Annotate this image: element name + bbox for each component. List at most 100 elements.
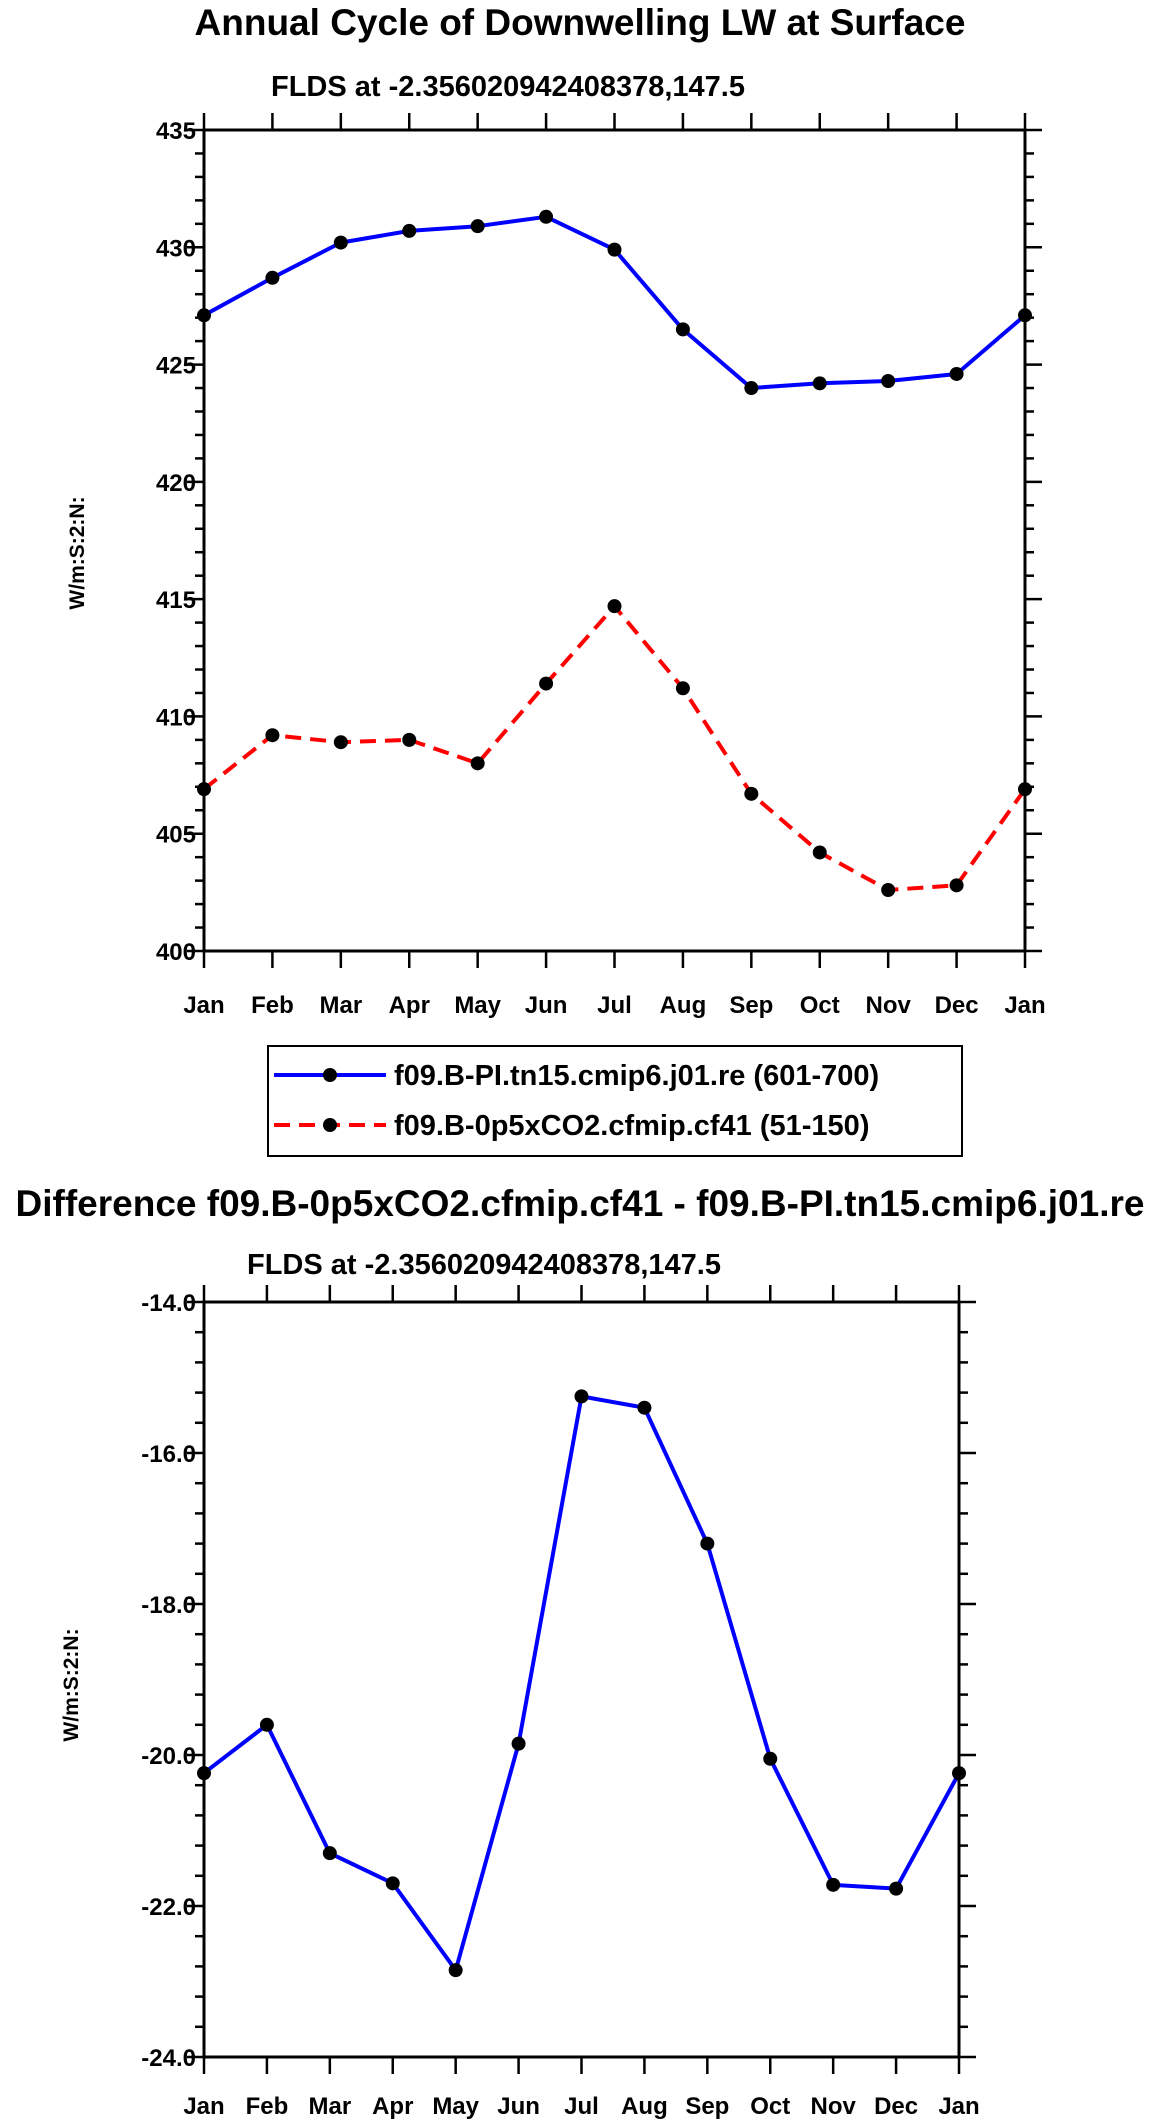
chart2-subtitle: FLDS at -2.356020942408378,147.5 bbox=[247, 1249, 721, 1281]
chart2-x-tick-labels: Jan Feb Mar Apr May Jun Jul Aug Sep Oct Nov Dec Jan bbox=[183, 2093, 979, 2120]
series-1-point bbox=[448, 1963, 463, 1978]
series-1-point bbox=[385, 1876, 400, 1891]
series-line-2 bbox=[202, 604, 1027, 892]
chart1-y-tick-labels: 400 405 410 415 420 425 430 435 bbox=[156, 118, 196, 966]
x-tick-label: Jan bbox=[183, 992, 224, 1019]
legend-marker-series-1 bbox=[323, 1068, 337, 1082]
x-tick-label: Jul bbox=[597, 992, 632, 1019]
series-2-point bbox=[1018, 782, 1032, 797]
series-2-point bbox=[607, 599, 622, 614]
x-tick-label: Jul bbox=[564, 2093, 599, 2120]
x-tick-label: Feb bbox=[246, 2093, 289, 2120]
series-1-point bbox=[637, 1400, 652, 1415]
x-tick-label: Nov bbox=[865, 992, 911, 1019]
y-tick-label: 415 bbox=[156, 587, 196, 614]
x-tick-label: Jan bbox=[183, 2093, 224, 2120]
y-tick-label: -18.0 bbox=[141, 1592, 196, 1619]
series-2-point bbox=[744, 786, 759, 801]
x-tick-label: Apr bbox=[389, 992, 430, 1019]
series-1-point bbox=[259, 1717, 274, 1732]
y-tick-label: 400 bbox=[156, 939, 196, 966]
x-tick-label: Mar bbox=[308, 2093, 351, 2120]
x-tick-label: Oct bbox=[800, 992, 840, 1019]
x-tick-label: Aug bbox=[621, 2093, 668, 2120]
chart2-y-axis-label: W/m:S:2:N: bbox=[60, 1628, 83, 1741]
series-1-point bbox=[197, 308, 211, 323]
series-1-point bbox=[607, 242, 622, 257]
y-tick-label: 435 bbox=[156, 118, 196, 145]
x-tick-label: Aug bbox=[660, 992, 707, 1019]
series-2-point bbox=[675, 681, 690, 696]
x-tick-label: May bbox=[454, 992, 501, 1019]
y-tick-label: 405 bbox=[156, 822, 196, 849]
x-tick-label: Jan bbox=[938, 2093, 979, 2120]
legend-marker-series-2 bbox=[323, 1118, 337, 1132]
series-line-1 bbox=[203, 214, 1027, 390]
series-1-point bbox=[511, 1736, 526, 1751]
series-1-point bbox=[402, 223, 417, 238]
series-1-point bbox=[1018, 308, 1032, 323]
y-tick-label: -14.0 bbox=[141, 1290, 196, 1317]
chart2-y-tick-labels: -24.0 -22.0 -20.0 -18.0 -16.0 -14.0 bbox=[141, 1290, 196, 2072]
chart1-ticks bbox=[187, 113, 1042, 968]
x-tick-label: Oct bbox=[750, 2093, 790, 2120]
x-tick-label: Feb bbox=[251, 992, 294, 1019]
legend-label-series-1: f09.B-PI.tn15.cmip6.j01.re (601-700) bbox=[394, 1060, 879, 1092]
y-tick-label: -24.0 bbox=[141, 2045, 196, 2072]
series-1-point bbox=[700, 1536, 715, 1551]
x-tick-label: Jan bbox=[1004, 992, 1045, 1019]
series-1-point bbox=[952, 1766, 966, 1781]
y-tick-label: 410 bbox=[156, 704, 196, 731]
x-tick-label: Jun bbox=[497, 2093, 540, 2120]
x-tick-label: Jun bbox=[525, 992, 568, 1019]
chart1-series bbox=[197, 209, 1032, 898]
x-tick-label: May bbox=[432, 2093, 479, 2120]
series-line-1 bbox=[202, 1394, 961, 1973]
chart1-subtitle: FLDS at -2.356020942408378,147.5 bbox=[271, 71, 745, 103]
chart2-plot-frame bbox=[202, 1300, 961, 2059]
x-tick-label: Sep bbox=[685, 2093, 729, 2120]
series-2-point bbox=[197, 782, 211, 797]
chart1-plot-frame bbox=[202, 128, 1027, 953]
series-1-point bbox=[675, 322, 690, 337]
series-1-point bbox=[333, 235, 348, 250]
y-tick-label: 430 bbox=[156, 235, 196, 262]
series-1-point bbox=[265, 270, 280, 285]
series-1-point bbox=[889, 1881, 904, 1896]
chart2-series bbox=[197, 1389, 966, 1978]
y-tick-label: -22.0 bbox=[141, 1894, 196, 1921]
chart1-x-tick-labels: Jan Feb Mar Apr May Jun Jul Aug Sep Oct Nov Dec Jan bbox=[183, 992, 1045, 1019]
chart1-y-axis-label: W/m:S:2:N: bbox=[66, 496, 89, 609]
series-2-point bbox=[333, 735, 348, 750]
series-1-point bbox=[949, 366, 964, 381]
y-tick-label: 425 bbox=[156, 353, 196, 380]
x-tick-label: Sep bbox=[729, 992, 773, 1019]
series-1-point bbox=[197, 1766, 211, 1781]
series-1-point bbox=[574, 1389, 589, 1404]
series-2-point bbox=[539, 676, 554, 691]
legend-box bbox=[267, 1045, 963, 1157]
series-1-point bbox=[763, 1751, 778, 1766]
series-1-point bbox=[744, 381, 759, 396]
x-tick-label: Apr bbox=[372, 2093, 413, 2120]
legend-label-series-2: f09.B-0p5xCO2.cfmip.cf41 (51-150) bbox=[394, 1110, 869, 1142]
series-1-point bbox=[881, 373, 896, 388]
series-1-point bbox=[322, 1846, 337, 1861]
x-tick-label: Dec bbox=[874, 2093, 918, 2120]
chart1-title: Annual Cycle of Downwelling LW at Surfac… bbox=[195, 2, 966, 43]
chart1-legend: f09.B-PI.tn15.cmip6.j01.re (601-700) f09… bbox=[267, 1045, 963, 1157]
series-2-point bbox=[265, 728, 280, 743]
series-1-point bbox=[812, 376, 827, 391]
y-tick-label: -20.0 bbox=[141, 1743, 196, 1770]
x-tick-label: Nov bbox=[810, 2093, 856, 2120]
series-2-point bbox=[812, 845, 827, 860]
series-1-point bbox=[470, 219, 485, 234]
series-1-point bbox=[539, 209, 554, 224]
y-tick-label: -16.0 bbox=[141, 1441, 196, 1468]
series-2-point bbox=[881, 883, 896, 898]
series-2-point bbox=[949, 878, 964, 893]
x-tick-label: Mar bbox=[319, 992, 362, 1019]
series-2-point bbox=[470, 756, 485, 771]
x-tick-label: Dec bbox=[935, 992, 979, 1019]
